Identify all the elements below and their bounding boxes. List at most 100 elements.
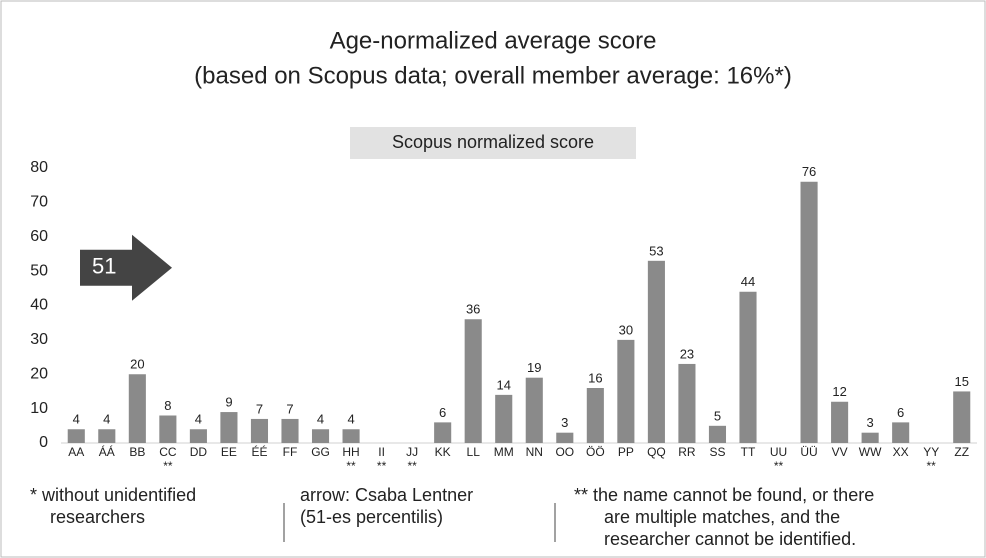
arrow (80, 234, 172, 301)
legend-box (350, 127, 636, 159)
category-marker: ** (927, 459, 937, 473)
bar (189, 429, 207, 443)
bar (831, 401, 849, 443)
data-label: 53 (649, 243, 663, 258)
x-tick-label: GG (311, 445, 330, 459)
x-tick-label: DD (190, 445, 208, 459)
x-tick-label: NN (526, 445, 543, 459)
category-marker: ** (163, 459, 173, 473)
bar (892, 422, 910, 443)
data-label: 4 (103, 412, 110, 427)
category-marker: ** (377, 459, 387, 473)
x-tick-label: WW (859, 445, 882, 459)
y-tick-label: 50 (30, 262, 48, 279)
bar (556, 432, 574, 443)
bar (647, 260, 665, 443)
data-label: 3 (561, 415, 568, 430)
category-marker: ** (774, 459, 784, 473)
x-tick-label: CC (159, 445, 177, 459)
y-tick-label: 70 (30, 194, 48, 211)
data-label: 7 (286, 401, 293, 416)
bar (250, 418, 269, 443)
bar (220, 412, 238, 443)
x-tick-label: YY (923, 445, 939, 459)
chart-title: Age-normalized average score (330, 27, 657, 54)
bar (495, 394, 513, 443)
x-tick-label: ÉÉ (251, 444, 267, 459)
category-marker: ** (346, 459, 356, 473)
data-label: 23 (680, 346, 694, 361)
x-tick-label: ZZ (954, 445, 969, 459)
x-tick-label: MM (494, 445, 514, 459)
x-tick-label: ÖÖ (586, 445, 605, 459)
x-tick-label: SS (709, 445, 725, 459)
x-tick-label: PP (618, 445, 634, 459)
data-label: 19 (527, 360, 541, 375)
category-marker: ** (407, 459, 417, 473)
data-label: 8 (164, 398, 171, 413)
footnote: researchers (50, 507, 145, 527)
bar (617, 339, 635, 443)
x-tick-label: HH (342, 445, 359, 459)
bar (678, 363, 696, 443)
x-tick-label: ÜÜ (800, 445, 817, 459)
arrow-label: 51 (92, 254, 116, 279)
y-tick-label: 20 (30, 365, 48, 382)
data-label: 9 (225, 395, 232, 410)
legend-label: Scopus normalized score (392, 132, 594, 152)
bar (525, 377, 543, 443)
x-tick-label: VV (832, 445, 848, 459)
data-label: 7 (256, 401, 263, 416)
x-tick-label: QQ (647, 445, 666, 459)
y-tick-label: 30 (30, 331, 48, 348)
bar (464, 319, 482, 443)
bar (434, 422, 452, 443)
bar (953, 391, 971, 443)
data-label: 4 (195, 412, 202, 427)
bar (342, 429, 360, 443)
bar (281, 418, 299, 443)
bar (159, 415, 177, 443)
x-tick-label: TT (741, 445, 756, 459)
y-tick-label: 0 (39, 434, 48, 451)
bar (800, 181, 818, 443)
x-tick-label: ÁÁ (99, 444, 115, 459)
x-tick-label: EE (221, 445, 237, 459)
data-label: 15 (954, 374, 968, 389)
x-tick-label: JJ (406, 445, 418, 459)
bar (861, 432, 879, 443)
footnote: arrow: Csaba Lentner (300, 485, 473, 505)
x-tick-label: XX (893, 445, 909, 459)
x-tick-label: AA (68, 445, 84, 459)
x-tick-label: RR (678, 445, 696, 459)
bar (67, 429, 85, 443)
data-label: 4 (317, 412, 324, 427)
footnote: ** the name cannot be found, or there (574, 485, 874, 505)
x-tick-label: BB (129, 445, 145, 459)
bar (128, 374, 146, 443)
data-label: 4 (347, 412, 354, 427)
bar (98, 429, 116, 443)
data-label: 6 (439, 405, 446, 420)
data-label: 76 (802, 164, 816, 179)
bar (586, 388, 604, 443)
x-tick-label: II (378, 445, 385, 459)
data-label: 12 (832, 384, 846, 399)
data-label: 5 (714, 408, 721, 423)
bar (708, 425, 727, 443)
footnote: are multiple matches, and the (604, 507, 840, 527)
data-label: 3 (867, 415, 874, 430)
footnote: researcher cannot be identified. (604, 529, 856, 549)
y-tick-label: 40 (30, 297, 48, 314)
data-label: 44 (741, 274, 755, 289)
footnote: (51-es percentilis) (300, 507, 443, 527)
bar (311, 429, 330, 443)
data-label: 6 (897, 405, 904, 420)
footnote: * without unidentified (30, 485, 196, 505)
bar (739, 291, 757, 443)
y-tick-label: 80 (30, 159, 48, 176)
data-label: 30 (619, 322, 633, 337)
x-tick-label: LL (467, 445, 481, 459)
